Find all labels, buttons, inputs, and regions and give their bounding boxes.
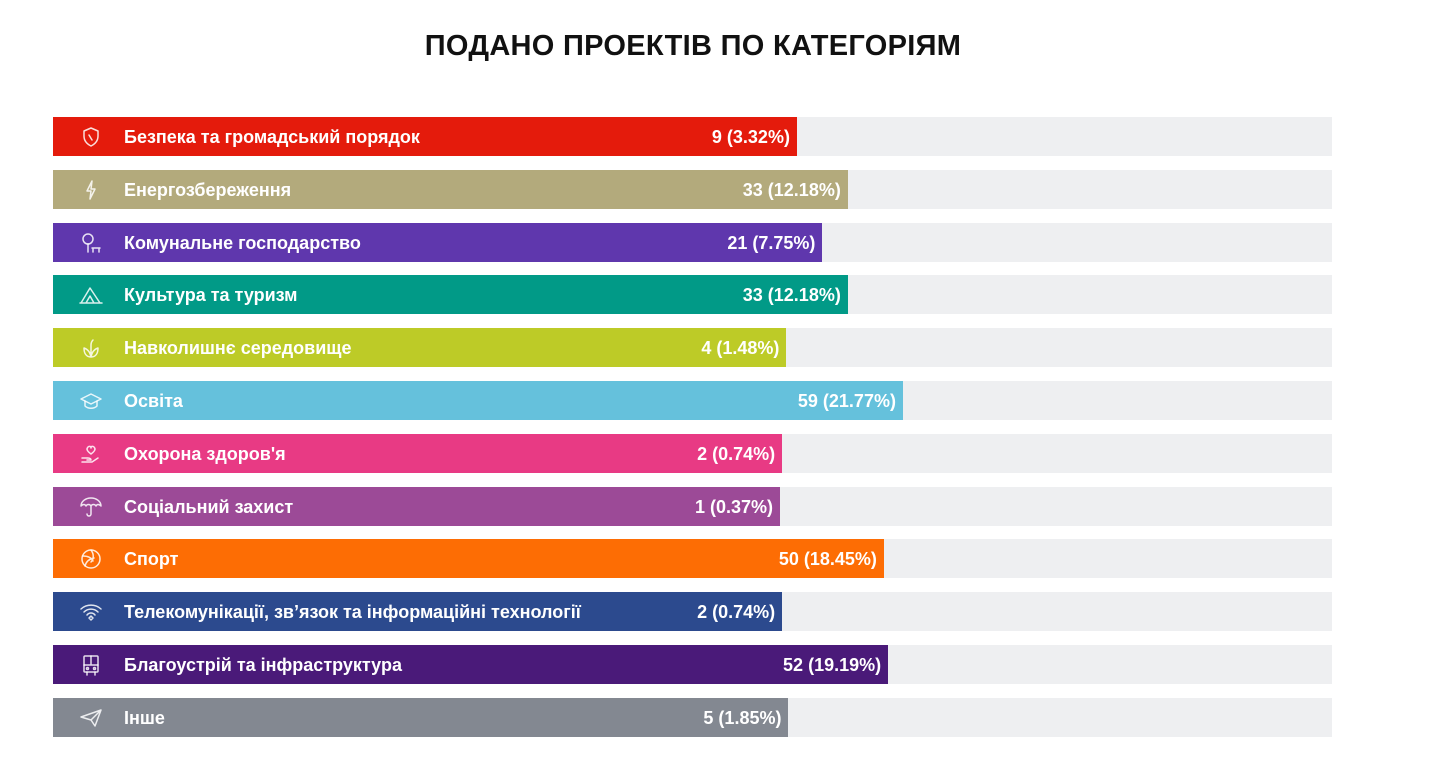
bar-track: Енергозбереження 33 (12.18%) [53, 169, 1332, 209]
bar-category-label: Безпека та громадський порядок [124, 127, 420, 147]
bar: Інше 5 (1.85%) [53, 697, 789, 737]
bar: Благоустрій та інфраструктура 52 (19.19%… [53, 645, 889, 684]
heart-hand-icon [79, 442, 103, 466]
bar: Енергозбереження 33 (12.18%) [53, 169, 848, 209]
bar-category-label: Охорона здоров'я [124, 443, 286, 464]
bar-track: Освіта 59 (21.77%) [53, 381, 1332, 420]
bar: Комунальне господарство 21 (7.75%) [53, 222, 823, 262]
bar-value-label: 59 (21.77%) [797, 391, 896, 411]
tent-icon [79, 283, 103, 307]
bar: Спорт 50 (18.45%) [53, 539, 884, 579]
bar: Культура та туризм 33 (12.18%) [53, 275, 848, 315]
bus-icon [79, 653, 103, 677]
bar: Телекомунікації, зв’язок та інформаційні… [53, 592, 783, 632]
bar-category-label: Навколишнє середовище [124, 338, 352, 359]
bar-track: Телекомунікації, зв’язок та інформаційні… [53, 592, 1332, 632]
bar-track: Безпека та громадський порядок 9 (3.32%) [53, 117, 1332, 156]
bar-value-label: 52 (19.19%) [783, 655, 882, 675]
bar-value-label: 21 (7.75%) [727, 232, 816, 253]
bar-track: Культура та туризм 33 (12.18%) [53, 275, 1332, 315]
bar-value-label: 4 (1.48%) [701, 338, 780, 359]
paper-plane-icon [79, 706, 103, 730]
shield-icon [79, 125, 103, 149]
bar-category-label: Енергозбереження [124, 179, 292, 200]
bar: Соціальний захист 1 (0.37%) [53, 486, 780, 526]
volleyball-icon [79, 547, 103, 571]
bar: Охорона здоров'я 2 (0.74%) [53, 433, 783, 473]
bar-track: Охорона здоров'я 2 (0.74%) [53, 433, 1332, 473]
bar-value-label: 33 (12.18%) [742, 179, 841, 200]
bar-value-label: 5 (1.85%) [703, 707, 782, 728]
bar-category-label: Телекомунікації, зв’язок та інформаційні… [124, 602, 581, 623]
bar-value-label: 50 (18.45%) [778, 549, 877, 570]
bar-category-label: Соціальний захист [124, 496, 294, 517]
bar-value-label: 9 (3.32%) [711, 127, 790, 147]
bar-track: Благоустрій та інфраструктура 52 (19.19%… [53, 645, 1332, 684]
tree-bench-icon [79, 231, 103, 255]
bar-track: Комунальне господарство 21 (7.75%) [53, 222, 1332, 262]
bar-value-label: 1 (0.37%) [694, 496, 773, 517]
bar-category-label: Спорт [124, 549, 179, 570]
bar-track: Навколишнє середовище 4 (1.48%) [53, 328, 1332, 368]
bar-value-label: 2 (0.74%) [697, 602, 776, 623]
wifi-icon [79, 600, 103, 624]
bar-value-label: 33 (12.18%) [742, 285, 841, 306]
bar: Навколишнє середовище 4 (1.48%) [53, 328, 787, 368]
bar-track: Соціальний захист 1 (0.37%) [53, 486, 1332, 526]
graduation-cap-icon [79, 389, 103, 413]
bar: Безпека та громадський порядок 9 (3.32%) [53, 117, 797, 156]
bar-value-label: 2 (0.74%) [697, 443, 776, 464]
bar-track: Спорт 50 (18.45%) [53, 539, 1332, 579]
bar-category-label: Благоустрій та інфраструктура [124, 655, 402, 675]
lightning-icon [79, 178, 103, 202]
umbrella-icon [79, 495, 103, 519]
leaf-icon [79, 336, 103, 360]
bar-track: Інше 5 (1.85%) [53, 697, 1332, 737]
bar-category-label: Комунальне господарство [124, 232, 361, 253]
bar-category-label: Інше [124, 707, 165, 728]
bar: Освіта 59 (21.77%) [53, 381, 903, 420]
bar-category-label: Освіта [124, 391, 183, 411]
bar-category-label: Культура та туризм [124, 285, 298, 306]
chart-title: ПОДАНО ПРОЕКТІВ ПО КАТЕГОРІЯМ [424, 30, 962, 62]
